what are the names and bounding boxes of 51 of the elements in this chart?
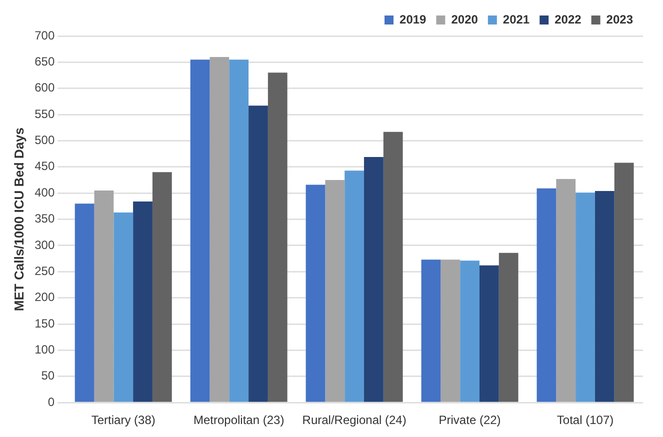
x-tick-label: Total (107)	[556, 413, 614, 428]
bar	[210, 56, 230, 402]
bar	[536, 188, 556, 402]
y-axis-title: MET Calls/1000 ICU Bed Days	[11, 128, 26, 312]
bar	[152, 172, 172, 402]
bar	[248, 106, 268, 402]
bar	[556, 178, 576, 402]
bar	[364, 156, 384, 402]
y-tick-label: 200	[34, 290, 55, 304]
x-tick-label: Tertiary (38)	[91, 413, 156, 428]
bar	[479, 265, 499, 402]
bar	[229, 60, 249, 402]
bar	[440, 260, 460, 402]
y-tick-label: 50	[41, 368, 55, 383]
bar	[614, 162, 634, 402]
bar	[498, 252, 518, 402]
x-tick-label: Rural/Regional (24)	[302, 413, 406, 428]
x-tick-label: Private (22)	[438, 413, 501, 428]
x-tick-label: Metropolitan (23)	[193, 413, 284, 428]
legend-label: 2022	[554, 12, 582, 26]
y-tick-label: 450	[34, 159, 55, 174]
y-tick-label: 550	[34, 106, 55, 121]
y-tick-label: 150	[34, 316, 55, 330]
legend-label: 2023	[606, 12, 634, 26]
bar	[268, 72, 288, 402]
bar	[594, 191, 614, 402]
y-tick-label: 100	[34, 342, 55, 357]
bar	[133, 201, 152, 402]
y-tick-label: 650	[34, 54, 55, 68]
y-tick-label: 500	[34, 133, 55, 148]
bar	[94, 190, 114, 402]
legend-label: 2019	[400, 12, 427, 26]
bar	[576, 192, 595, 402]
bar	[383, 132, 403, 402]
bar	[190, 60, 210, 402]
y-tick-label: 400	[34, 185, 55, 200]
bar	[306, 184, 326, 402]
bar	[460, 260, 480, 402]
bar	[114, 212, 134, 402]
bar	[74, 204, 94, 402]
bar	[325, 180, 345, 402]
legend-label: 2020	[451, 12, 478, 26]
y-tick-label: 700	[34, 28, 55, 42]
bar	[344, 170, 364, 402]
y-tick-label: 600	[34, 80, 55, 95]
y-tick-label: 300	[34, 238, 55, 252]
y-tick-label: 350	[34, 212, 55, 226]
bar	[421, 260, 441, 402]
y-tick-label: 0	[48, 394, 55, 409]
legend-label: 2021	[502, 12, 530, 26]
y-tick-label: 250	[34, 264, 55, 278]
